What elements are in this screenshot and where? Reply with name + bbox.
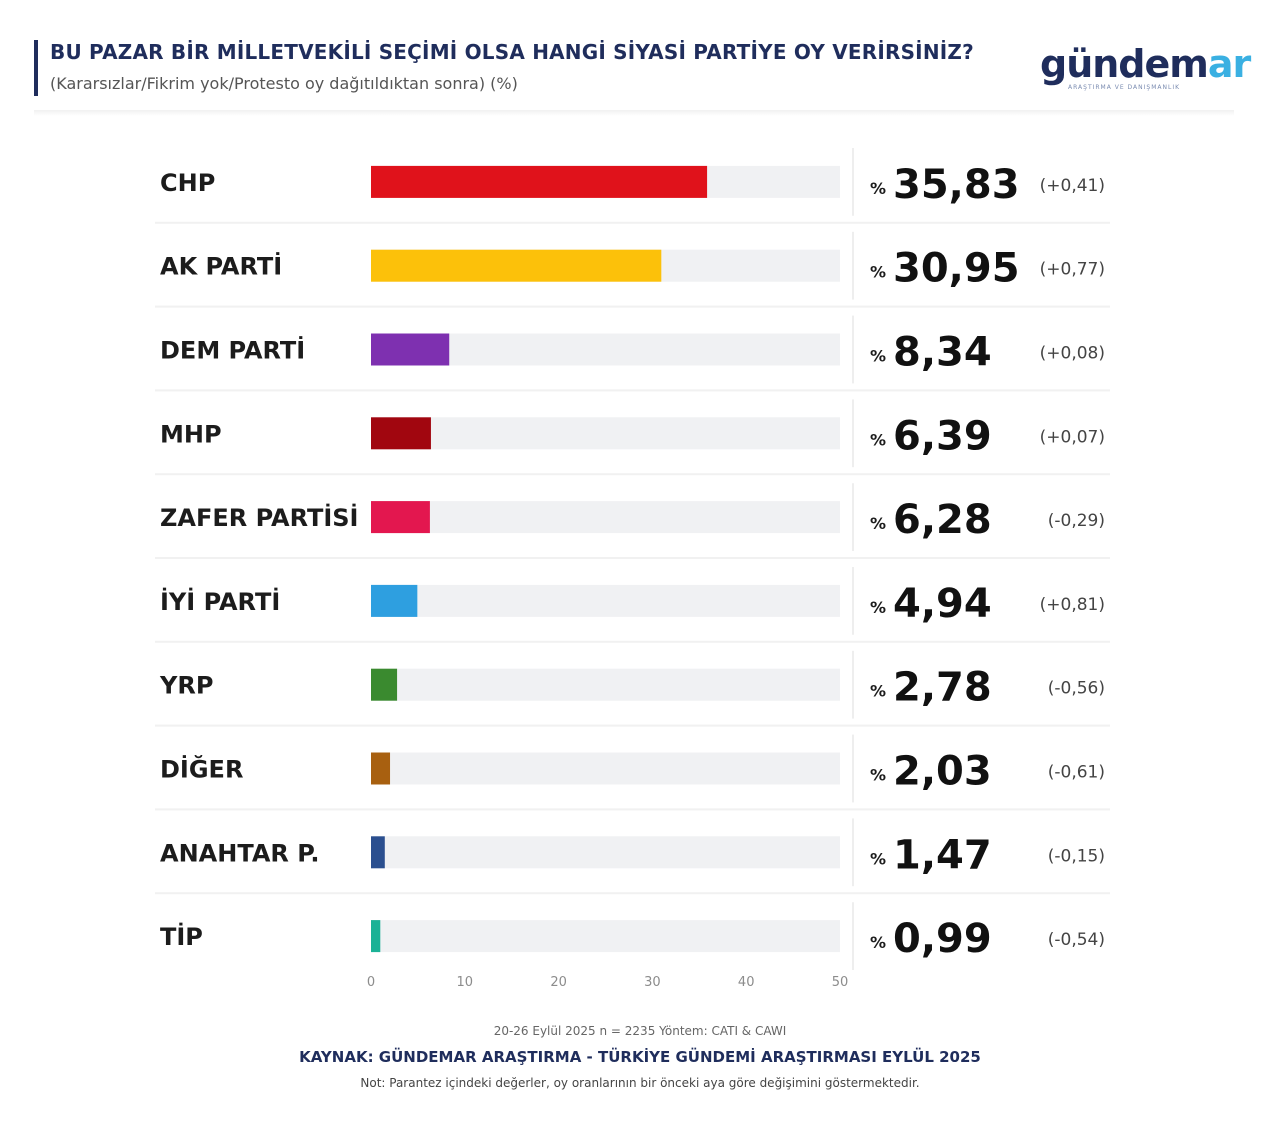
value-divider: [852, 902, 854, 970]
percent-sign: %: [870, 514, 886, 533]
value-label: 2,78: [893, 665, 992, 711]
change-label: (+0,77): [1040, 260, 1105, 280]
category-label: ZAFER PARTİSİ: [160, 503, 358, 532]
category-label: DİĞER: [160, 754, 243, 784]
logo-text-accent: ar: [1207, 42, 1251, 86]
value-divider: [852, 231, 854, 300]
value-label: 30,95: [893, 246, 1020, 292]
header-divider: [34, 110, 1234, 116]
bar: [371, 165, 708, 198]
bar-track: [371, 836, 840, 869]
value-divider: [852, 148, 854, 216]
logo-tagline: ARAŞTIRMA VE DANIŞMANLIK: [1068, 84, 1181, 91]
row-separator: [155, 389, 1110, 392]
x-tick-label: 20: [550, 975, 567, 990]
bar: [371, 668, 398, 701]
value-label: 35,83: [893, 162, 1020, 208]
gundemar-logo: gündemar ARAŞTIRMA VE DANIŞMANLIK: [1040, 42, 1251, 98]
value-label: 8,34: [893, 330, 992, 376]
bar: [371, 584, 418, 617]
x-tick-label: 30: [644, 975, 661, 990]
bar: [371, 752, 391, 785]
percent-sign: %: [870, 430, 886, 449]
change-label: (+0,41): [1040, 176, 1105, 196]
row-separator: [155, 221, 1110, 224]
category-label: MHP: [160, 420, 222, 448]
chart-title: BU PAZAR BİR MİLLETVEKİLİ SEÇİMİ OLSA HA…: [50, 40, 974, 64]
header-accent-bar: [34, 40, 38, 96]
change-label: (-0,54): [1048, 930, 1105, 950]
bar-track: [371, 920, 840, 953]
bar: [371, 501, 430, 534]
value-divider: [852, 315, 854, 384]
value-label: 0,99: [893, 916, 992, 962]
bar: [371, 249, 662, 282]
category-label: AK PARTİ: [160, 252, 282, 281]
change-label: (-0,61): [1048, 763, 1105, 783]
value-label: 4,94: [893, 581, 992, 627]
value-divider: [852, 734, 854, 803]
change-label: (+0,81): [1040, 595, 1105, 615]
percent-sign: %: [870, 598, 886, 617]
category-label: DEM PARTİ: [160, 336, 305, 365]
row-separator: [155, 640, 1110, 643]
value-label: 6,28: [893, 497, 992, 543]
row-separator: [155, 473, 1110, 476]
change-label: (-0,56): [1048, 679, 1105, 699]
percent-sign: %: [870, 766, 886, 785]
bar: [371, 836, 385, 869]
percent-sign: %: [870, 263, 886, 282]
change-label: (+0,08): [1040, 344, 1105, 364]
row-separator: [155, 724, 1110, 727]
value-divider: [852, 567, 854, 635]
bar: [371, 417, 431, 450]
footer-note: Not: Parantez içindeki değerler, oy oran…: [360, 1076, 920, 1090]
logo-text-main: gündem: [1040, 42, 1209, 86]
change-label: (-0,29): [1048, 511, 1105, 531]
row-separator: [155, 305, 1110, 308]
percent-sign: %: [870, 347, 886, 366]
footer-method: 20-26 Eylül 2025 n = 2235 Yöntem: CATI &…: [493, 1024, 787, 1038]
bar-track: [371, 752, 840, 785]
bar-track: [371, 417, 840, 450]
change-label: (+0,07): [1040, 427, 1105, 447]
value-divider: [852, 818, 854, 887]
percent-sign: %: [870, 179, 886, 198]
value-label: 2,03: [893, 749, 992, 795]
bar-track: [371, 584, 840, 617]
row-separator: [155, 557, 1110, 559]
footer-source: KAYNAK: GÜNDEMAR ARAŞTIRMA - TÜRKİYE GÜN…: [299, 1048, 981, 1066]
row-separator: [155, 808, 1110, 811]
x-tick-label: 10: [457, 975, 474, 990]
value-divider: [852, 650, 854, 719]
value-label: 6,39: [893, 413, 992, 459]
x-tick-label: 0: [367, 975, 375, 990]
category-label: YRP: [159, 672, 213, 700]
bar: [371, 333, 450, 366]
value-divider: [852, 399, 854, 468]
x-tick-label: 40: [738, 975, 755, 990]
value-label: 1,47: [893, 832, 992, 878]
bar: [371, 920, 381, 953]
percent-sign: %: [870, 682, 886, 701]
change-label: (-0,15): [1048, 846, 1105, 866]
chart-subtitle: (Kararsızlar/Fikrim yok/Protesto oy dağı…: [50, 74, 518, 93]
category-label: ANAHTAR P.: [160, 839, 320, 867]
percent-sign: %: [870, 933, 886, 952]
row-separator: [155, 892, 1110, 895]
x-tick-label: 50: [832, 975, 849, 990]
chart-header: BU PAZAR BİR MİLLETVEKİLİ SEÇİMİ OLSA HA…: [34, 38, 1244, 114]
value-divider: [852, 483, 854, 551]
bar-track: [371, 501, 840, 534]
category-label: TİP: [160, 922, 203, 951]
category-label: CHP: [160, 169, 215, 197]
logo-wordmark: gündemar: [1040, 42, 1251, 86]
category-label: İYİ PARTİ: [160, 587, 280, 616]
bar-track: [371, 668, 840, 701]
percent-sign: %: [870, 849, 886, 868]
